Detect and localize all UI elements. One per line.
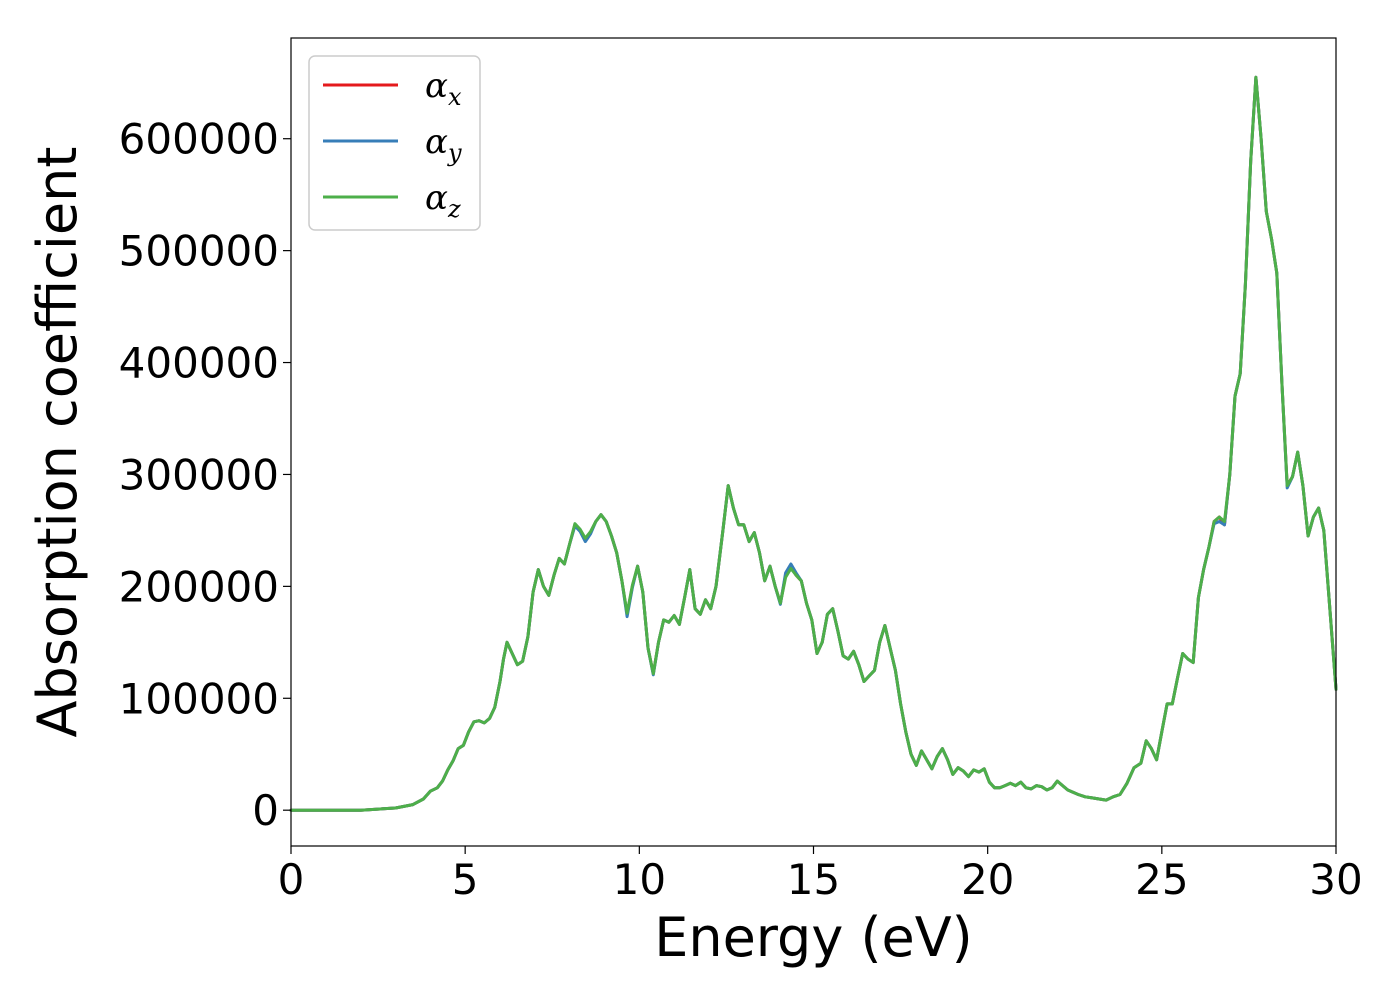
x-tick-label: 15 — [787, 855, 840, 904]
x-tick-label: 25 — [1135, 855, 1188, 904]
plot-lines — [289, 75, 1338, 812]
y-tick-label: 100000 — [119, 674, 279, 723]
legend-subscript: y — [447, 139, 462, 167]
x-axis-label: Energy (eV) — [654, 906, 973, 969]
legend-subscript: x — [448, 83, 462, 111]
y-tick-label: 0 — [252, 786, 279, 835]
legend-symbol: α — [425, 178, 448, 218]
legend-label-x: αx — [425, 66, 462, 111]
series-line-z — [289, 75, 1338, 812]
x-tick-label: 20 — [961, 855, 1014, 904]
y-tick-label: 500000 — [119, 227, 279, 276]
legend-subscript: z — [447, 195, 461, 223]
legend-label-y: αy — [425, 122, 462, 167]
x-tick-label: 0 — [278, 855, 305, 904]
y-axis-ticks: 0 100000 200000 300000 400000 500000 600000 — [119, 115, 291, 835]
y-tick-label: 600000 — [119, 115, 279, 164]
y-tick-label: 200000 — [119, 562, 279, 611]
legend-label-z: αz — [425, 178, 461, 223]
x-tick-label: 10 — [613, 855, 666, 904]
y-axis-label: Absorption coefficient — [26, 147, 89, 738]
y-tick-label: 400000 — [119, 339, 279, 388]
legend-box — [308, 55, 481, 231]
y-tick-label: 300000 — [119, 450, 279, 499]
x-tick-label: 30 — [1309, 855, 1362, 904]
x-axis-ticks: 0 5 10 15 20 25 30 — [278, 846, 1363, 904]
legend-symbol: α — [425, 66, 448, 106]
x-tick-label: 5 — [452, 855, 479, 904]
legend-symbol: α — [425, 122, 448, 162]
